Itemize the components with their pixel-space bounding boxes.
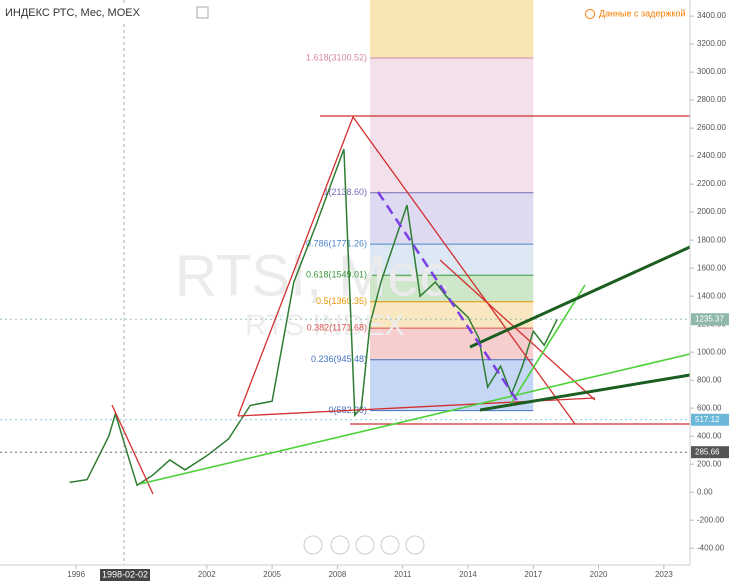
y-tick-label: 3400.00 <box>697 11 726 20</box>
price-label: 285.66 <box>695 447 720 456</box>
watermark: RTSI, Мес <box>175 243 449 308</box>
fib-label: 0.382(1171.68) <box>307 322 367 332</box>
x-tick-label: 2023 <box>655 570 673 579</box>
y-tick-label: 200.00 <box>697 459 722 468</box>
trend-line <box>376 191 522 406</box>
fib-label: 0.786(1771.26) <box>306 239 367 249</box>
fib-band <box>370 301 534 329</box>
zoom-in-button[interactable] <box>380 535 400 555</box>
y-tick-label: -200.00 <box>697 515 725 524</box>
y-tick-label: 1400.00 <box>697 291 726 300</box>
zoom-out-button[interactable] <box>330 535 350 555</box>
y-tick-label: 400.00 <box>697 431 722 440</box>
header-bg <box>0 4 210 22</box>
y-tick-label: 2000.00 <box>697 207 726 216</box>
nav-button[interactable] <box>405 535 425 555</box>
price-label: 1235.37 <box>695 314 724 323</box>
fib-label: 0.618(1549.01) <box>306 270 367 280</box>
watermark-sub: RTS INDEX <box>245 309 404 342</box>
y-tick-label: 3200.00 <box>697 39 726 48</box>
settings-button[interactable] <box>196 6 209 19</box>
y-tick-label: 600.00 <box>697 403 722 412</box>
y-tick-label: -400.00 <box>697 543 725 552</box>
x-tick-label: 2011 <box>394 570 412 579</box>
x-tick-label: 1996 <box>67 570 85 579</box>
y-tick-label: 1800.00 <box>697 235 726 244</box>
y-tick-label: 0.00 <box>697 487 713 496</box>
nav-button[interactable] <box>303 535 323 555</box>
price-label-bg <box>691 313 729 326</box>
y-tick-label: 1000.00 <box>697 347 726 356</box>
x-tick-label: 2014 <box>459 570 477 579</box>
crosshair-date-bg <box>100 569 150 581</box>
notice-icon <box>585 9 595 19</box>
trend-line <box>439 259 596 401</box>
price-label-bg <box>691 446 729 459</box>
x-tick-label: 2008 <box>328 570 346 579</box>
y-tick-label: 800.00 <box>697 375 722 384</box>
fib-label: 0.236(945.48) <box>311 354 367 364</box>
fib-band <box>370 58 534 193</box>
x-tick-label: 2020 <box>590 570 608 579</box>
trend-line <box>111 404 154 495</box>
y-tick-label: 2600.00 <box>697 123 726 132</box>
notice: Данные с задержкой <box>599 8 686 18</box>
trend-line <box>139 353 691 485</box>
fib-label: 1.618(3100.52) <box>306 52 367 62</box>
price-line <box>69 148 558 487</box>
fib-band <box>370 328 534 360</box>
y-tick-label: 1600.00 <box>697 263 726 272</box>
trend-line <box>479 373 691 412</box>
fib-band <box>370 192 534 245</box>
fib-band <box>370 0 534 59</box>
chart-title: ИНДЕКС РТС, Мес, MOEX <box>5 7 141 19</box>
x-tick-label: 2002 <box>198 570 216 579</box>
fib-label: 0.5(1360.35) <box>316 296 367 306</box>
y-tick-label: 2200.00 <box>697 179 726 188</box>
y-tick-label: 2800.00 <box>697 95 726 104</box>
fib-band <box>370 275 534 302</box>
drawings <box>111 0 691 565</box>
x-tick-label: 2005 <box>263 570 281 579</box>
crosshair-date: 1998-02-02 <box>102 569 148 579</box>
price-label-bg <box>691 413 729 426</box>
reset-button[interactable] <box>355 535 375 555</box>
trend-line <box>509 284 586 406</box>
y-tick-label: 3000.00 <box>697 67 726 76</box>
price-label: 517.12 <box>695 415 720 424</box>
trend-line <box>469 245 691 349</box>
x-tick-label: 2017 <box>524 570 542 579</box>
trend-line <box>237 115 576 425</box>
y-tick-label: 2400.00 <box>697 151 726 160</box>
